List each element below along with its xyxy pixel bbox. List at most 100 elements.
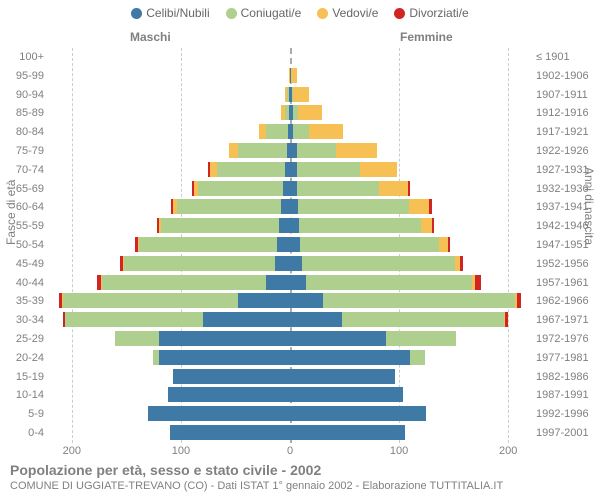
age-label: 50-54 xyxy=(0,236,44,254)
male-bar xyxy=(50,406,290,421)
year-label: 1997-2001 xyxy=(536,424,589,442)
female-bar xyxy=(290,143,530,158)
age-label: 100+ xyxy=(0,48,44,66)
female-bar xyxy=(290,105,530,120)
male-bar xyxy=(50,49,290,64)
male-bar xyxy=(50,387,290,402)
segment-coniugati xyxy=(102,275,266,290)
male-bar xyxy=(50,293,290,308)
x-tick-label: 200 xyxy=(57,445,87,457)
age-label: 35-39 xyxy=(0,292,44,310)
male-bar xyxy=(50,105,290,120)
pyramid-row xyxy=(50,293,530,310)
segment-celibi xyxy=(290,331,386,346)
segment-coniugati xyxy=(293,124,308,139)
segment-celibi xyxy=(290,406,426,421)
year-label: 1922-1926 xyxy=(536,142,589,160)
female-bar xyxy=(290,312,530,327)
age-label: 55-59 xyxy=(0,217,44,235)
segment-coniugati xyxy=(115,331,159,346)
pyramid-row xyxy=(50,350,530,367)
segment-coniugati xyxy=(299,218,421,233)
age-label: 45-49 xyxy=(0,255,44,273)
segment-celibi xyxy=(290,293,323,308)
year-label: 1952-1956 xyxy=(536,255,589,273)
segment-celibi xyxy=(277,237,290,252)
pyramid-row xyxy=(50,199,530,216)
female-bar xyxy=(290,350,530,365)
female-bar xyxy=(290,181,530,196)
segment-celibi xyxy=(290,275,306,290)
segment-divorziati xyxy=(460,256,463,271)
segment-vedovi xyxy=(336,143,377,158)
segment-celibi xyxy=(290,199,298,214)
age-label: 25-29 xyxy=(0,330,44,348)
male-bar xyxy=(50,162,290,177)
female-bar xyxy=(290,237,530,252)
segment-divorziati xyxy=(408,181,410,196)
segment-celibi xyxy=(203,312,290,327)
age-label: 60-64 xyxy=(0,198,44,216)
female-bar xyxy=(290,68,530,83)
male-bar xyxy=(50,275,290,290)
segment-divorziati xyxy=(517,293,521,308)
pyramid-row xyxy=(50,218,530,235)
segment-celibi xyxy=(290,425,405,440)
segment-vedovi xyxy=(309,124,344,139)
year-label: 1937-1941 xyxy=(536,198,589,216)
segment-celibi xyxy=(148,406,290,421)
male-bar xyxy=(50,87,290,102)
legend-item: Coniugati/e xyxy=(226,6,302,20)
segment-coniugati xyxy=(177,199,282,214)
year-label: 1987-1991 xyxy=(536,386,589,404)
age-label: 5-9 xyxy=(0,405,44,423)
segment-coniugati xyxy=(297,181,380,196)
segment-coniugati xyxy=(386,331,456,346)
age-label: 80-84 xyxy=(0,123,44,141)
year-label: 1942-1946 xyxy=(536,217,589,235)
pyramid-row xyxy=(50,87,530,104)
pyramid-row xyxy=(50,406,530,423)
year-label: 1912-1916 xyxy=(536,104,589,122)
legend-label: Coniugati/e xyxy=(241,6,302,20)
x-tick-label: 0 xyxy=(275,445,305,457)
segment-celibi xyxy=(168,387,290,402)
segment-coniugati xyxy=(323,293,515,308)
segment-coniugati xyxy=(297,143,336,158)
segment-coniugati xyxy=(302,256,455,271)
year-label: ≤ 1901 xyxy=(536,48,570,66)
female-bar xyxy=(290,406,530,421)
age-label: 20-24 xyxy=(0,349,44,367)
female-bar xyxy=(290,331,530,346)
year-label: 1927-1931 xyxy=(536,161,589,179)
segment-celibi xyxy=(290,312,342,327)
pyramid-row xyxy=(50,237,530,254)
legend-swatch xyxy=(317,8,328,19)
pyramid-row xyxy=(50,105,530,122)
segment-celibi xyxy=(159,350,290,365)
male-bar xyxy=(50,256,290,271)
age-label: 95-99 xyxy=(0,67,44,85)
segment-coniugati xyxy=(124,256,275,271)
segment-divorziati xyxy=(475,275,480,290)
pyramid-row xyxy=(50,312,530,329)
segment-celibi xyxy=(238,293,290,308)
year-label: 1902-1906 xyxy=(536,67,589,85)
segment-coniugati xyxy=(63,293,238,308)
segment-celibi xyxy=(266,275,290,290)
segment-celibi xyxy=(290,350,410,365)
segment-coniugati xyxy=(217,162,285,177)
female-bar xyxy=(290,275,530,290)
age-label: 90-94 xyxy=(0,86,44,104)
pyramid-row xyxy=(50,181,530,198)
year-label: 1977-1981 xyxy=(536,349,589,367)
year-label: 1947-1951 xyxy=(536,236,589,254)
male-bar xyxy=(50,331,290,346)
segment-celibi xyxy=(290,369,395,384)
pyramid-row xyxy=(50,256,530,273)
male-bar xyxy=(50,181,290,196)
segment-vedovi xyxy=(291,68,296,83)
year-label: 1957-1961 xyxy=(536,274,589,292)
legend-item: Vedovi/e xyxy=(317,6,378,20)
pyramid-row xyxy=(50,49,530,66)
